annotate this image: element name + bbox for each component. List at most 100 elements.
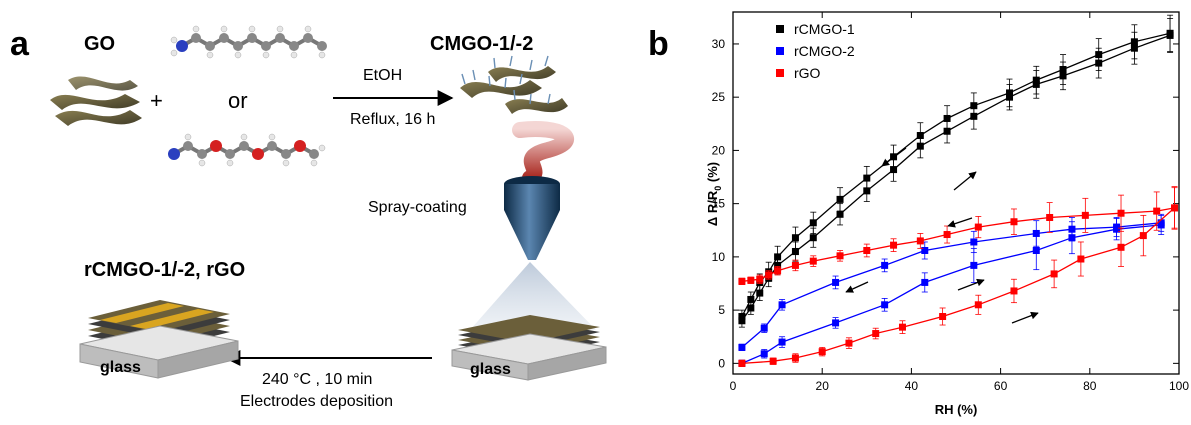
data-point: [1081, 211, 1089, 219]
series-rcmgo-1: [738, 14, 1174, 328]
x-tick-label: 0: [730, 379, 737, 393]
solvent-label: EtOH: [363, 67, 402, 84]
data-point: [1171, 204, 1179, 212]
data-point: [1006, 89, 1014, 97]
final-product-label: rCMGO-1/-2, rGO: [84, 259, 245, 281]
glass-label-left: glass: [100, 359, 141, 376]
data-point: [898, 323, 906, 331]
panel-b: b 0 20 40 60 80 100 0 5 10 15 20 25 30 RH (%) Δ R/R…: [648, 11, 1189, 417]
electrodes-label: Electrodes deposition: [240, 393, 393, 410]
data-point: [1157, 219, 1165, 227]
data-point: [1010, 218, 1018, 226]
x-tick-label: 20: [816, 379, 830, 393]
data-point: [738, 313, 746, 321]
spray-coating-label: Spray-coating: [368, 199, 467, 216]
data-point: [1032, 229, 1040, 237]
x-tick-label: 40: [905, 379, 919, 393]
data-point: [943, 231, 951, 239]
x-tick-label: 100: [1169, 379, 1189, 393]
data-point: [970, 102, 978, 110]
arrow-rgo-adsorption: [1011, 311, 1039, 324]
legend-label: rGO: [794, 65, 821, 81]
electrode-1: [100, 303, 184, 323]
go-sheets-icon: [50, 76, 142, 126]
data-point: [1010, 287, 1018, 295]
data-point: [809, 257, 817, 265]
data-point: [747, 304, 755, 312]
plus-sign: +: [150, 88, 163, 113]
data-point: [738, 343, 746, 351]
data-point: [1032, 246, 1040, 254]
arrow-rcmgo2-adsorption: [957, 278, 985, 291]
or-label: or: [228, 88, 248, 113]
go-label: GO: [84, 33, 115, 55]
data-point: [890, 241, 898, 249]
data-point: [1077, 255, 1085, 263]
y-tick-label: 30: [712, 37, 726, 51]
data-point: [791, 234, 799, 242]
data-point: [872, 330, 880, 338]
data-point: [921, 246, 929, 254]
panel-b-letter: b: [648, 25, 669, 63]
plot-frame: [732, 11, 1180, 375]
data-point: [1032, 76, 1040, 84]
arrow-rcmgo1-desorption: [881, 147, 907, 167]
y-tick-label: 25: [712, 90, 726, 104]
data-point: [881, 261, 889, 269]
data-point: [863, 187, 871, 195]
series-rcmgo-2: [738, 213, 1165, 367]
y-tick-label: 5: [718, 303, 725, 317]
data-point: [1095, 51, 1103, 59]
data-point: [1113, 223, 1121, 231]
data-point: [1117, 209, 1125, 217]
arrow-rcmgo1-adsorption: [953, 171, 977, 191]
data-point: [791, 354, 799, 362]
series-layer: [738, 14, 1179, 367]
data-point: [769, 357, 777, 365]
y-tick-label: 10: [712, 250, 726, 264]
data-point: [890, 166, 898, 174]
arrow-rgo-desorption: [947, 217, 973, 228]
data-point: [1050, 270, 1058, 278]
data-point: [791, 248, 799, 256]
condition-label: Reflux, 16 h: [350, 111, 435, 128]
x-tick-label: 80: [1083, 379, 1097, 393]
data-point: [809, 219, 817, 227]
arrow-rcmgo2-desorption: [845, 281, 869, 293]
data-point: [778, 338, 786, 346]
data-point: [863, 246, 871, 254]
data-point: [1139, 232, 1147, 240]
panel-a: a GO + or: [10, 25, 607, 410]
device-substrate-left: [79, 300, 239, 379]
spray-cone-icon: [470, 262, 596, 330]
legend-marker: [776, 69, 784, 77]
data-point: [832, 278, 840, 286]
data-point: [1166, 29, 1174, 37]
data-point: [1117, 243, 1125, 251]
data-point: [774, 253, 782, 261]
x-axis: 0 20 40 60 80 100: [730, 12, 1189, 393]
data-point: [1059, 65, 1067, 73]
series-line-down: [741, 222, 1162, 348]
data-point: [756, 289, 764, 297]
glass-label-right: glass: [470, 361, 511, 378]
legend-marker: [776, 47, 784, 55]
ink-flow-icon: [512, 121, 575, 186]
amine-molecule-icon: [170, 25, 327, 59]
data-point: [778, 301, 786, 309]
data-point: [939, 313, 947, 321]
data-point: [836, 252, 844, 260]
data-point: [1068, 225, 1076, 233]
data-point: [809, 234, 817, 242]
y-axis: 0 5 10 15 20 25 30: [712, 37, 1179, 370]
data-point: [863, 174, 871, 182]
data-point: [974, 223, 982, 231]
anneal-label: 240 °C , 10 min: [262, 371, 372, 388]
data-point: [774, 267, 782, 275]
x-axis-title: RH (%): [935, 402, 978, 417]
data-point: [916, 132, 924, 140]
y-axis-title: Δ R/R0 (%): [705, 162, 723, 226]
data-point: [747, 295, 755, 303]
series-rgo: [738, 186, 1179, 367]
data-point: [943, 114, 951, 122]
